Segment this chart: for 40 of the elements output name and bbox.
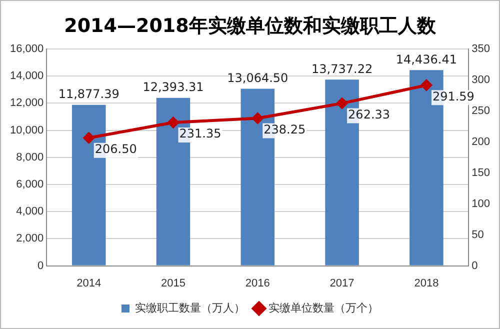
y2-tick-label: 0 [472, 260, 478, 272]
y-tick-label: 14,000 [10, 70, 44, 82]
y-tick-label: 2,000 [16, 232, 44, 245]
y2-tick-label: 300 [472, 74, 490, 86]
y2-tick-label: 150 [472, 166, 490, 179]
point [420, 80, 432, 91]
x-tick-label: 2015 [161, 277, 186, 290]
y-tick-label: 6,000 [16, 178, 44, 191]
data-label: 231.35 [179, 126, 222, 141]
chart-title: 2014—2018年实缴单位数和实缴职工人数 [63, 14, 437, 39]
y-tick-label: 0 [38, 260, 44, 272]
y2-tick-label: 200 [472, 136, 490, 148]
data-label: 14,436.41 [396, 52, 457, 66]
y2-tick-label: 250 [472, 104, 490, 117]
y-tick-label: 10,000 [10, 124, 44, 136]
y2-tick-label: 50 [472, 228, 484, 241]
point [252, 112, 264, 124]
y2-tick-label: 350 [472, 43, 490, 56]
y-tick-label: 8,000 [16, 151, 44, 164]
point [336, 98, 348, 109]
y-tick-label: 4,000 [16, 206, 44, 218]
legend-label: 实缴单位数量（万个） [268, 302, 378, 315]
x-tick-label: 2018 [414, 277, 439, 290]
x-tick-label: 2017 [330, 277, 354, 290]
x-tick-label: 2014 [76, 277, 102, 290]
point [168, 116, 179, 128]
point [83, 132, 94, 144]
data-label: 291.59 [432, 89, 474, 104]
data-label: 11,877.39 [58, 86, 120, 101]
data-label: 262.33 [348, 107, 390, 122]
data-label: 12,393.31 [142, 80, 204, 94]
data-label: 13,064.50 [227, 70, 288, 85]
data-label: 238.25 [264, 122, 306, 136]
data-label: 206.50 [94, 142, 137, 156]
y2-tick-label: 100 [472, 198, 490, 210]
y-tick-label: 16,000 [10, 43, 44, 56]
data-label: 13,737.22 [312, 62, 373, 76]
legend-label: 实缴职工数量（万人） [135, 302, 245, 315]
x-tick-label: 2016 [245, 277, 270, 290]
y-tick-label: 12,000 [10, 97, 44, 110]
